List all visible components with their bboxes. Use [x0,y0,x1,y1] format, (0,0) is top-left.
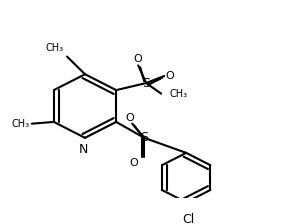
Text: O: O [134,54,143,64]
Text: Cl: Cl [182,213,194,224]
Text: O: O [126,112,135,123]
Text: O: O [130,157,139,168]
Text: CH₃: CH₃ [12,119,30,129]
Text: S: S [142,77,150,90]
Text: S: S [140,131,148,144]
Text: CH₃: CH₃ [46,43,64,53]
Text: O: O [166,71,175,81]
Text: N: N [78,143,88,156]
Text: CH₃: CH₃ [169,89,187,99]
